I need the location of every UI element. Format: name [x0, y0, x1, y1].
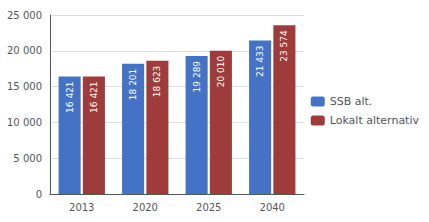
svg-text:20 010: 20 010 [216, 55, 226, 87]
svg-text:21 433: 21 433 [255, 46, 265, 78]
svg-text:2013: 2013 [69, 202, 94, 213]
svg-text:16 421: 16 421 [89, 81, 99, 113]
svg-text:23 574: 23 574 [279, 30, 289, 62]
svg-text:Lokalt alternativ: Lokalt alternativ [330, 114, 420, 127]
svg-text:15 000: 15 000 [7, 81, 42, 92]
svg-text:18 201: 18 201 [128, 69, 138, 101]
svg-text:SSB alt.: SSB alt. [330, 95, 373, 108]
svg-text:25 000: 25 000 [7, 10, 42, 21]
svg-text:5 000: 5 000 [13, 153, 42, 164]
svg-text:18 623: 18 623 [152, 66, 162, 98]
svg-text:20 000: 20 000 [7, 45, 42, 56]
svg-text:2040: 2040 [260, 202, 285, 213]
svg-text:2020: 2020 [133, 202, 158, 213]
svg-text:19 289: 19 289 [192, 61, 202, 93]
svg-text:0: 0 [36, 189, 42, 200]
svg-text:16 421: 16 421 [65, 81, 75, 113]
svg-text:2025: 2025 [196, 202, 221, 213]
svg-text:10 000: 10 000 [7, 117, 42, 128]
